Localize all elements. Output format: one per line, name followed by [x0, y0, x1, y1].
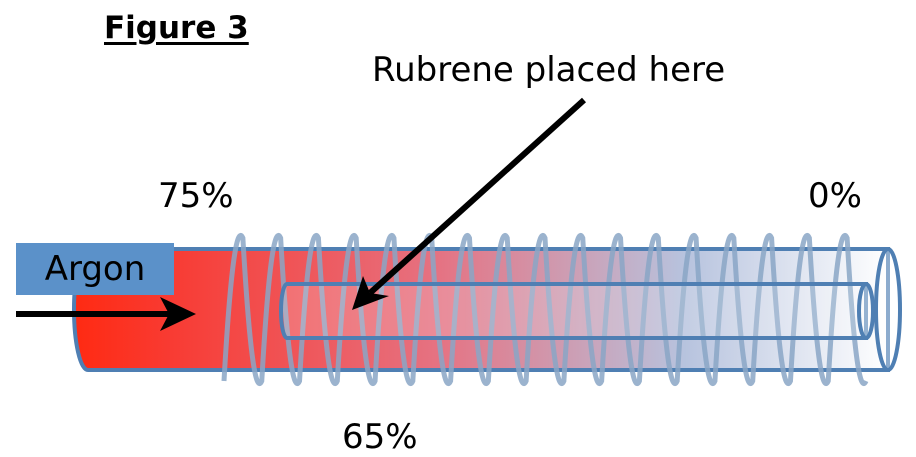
- rubrene-pointer-arrow-shaft: [367, 97, 587, 296]
- outer-tube-end: [874, 247, 902, 372]
- figure-title: Figure 3: [104, 10, 249, 46]
- percent-label-bottom: 65%: [342, 417, 418, 457]
- coil-winding: [221, 233, 869, 386]
- argon-flow-arrow-head: [160, 297, 196, 331]
- percent-label-left: 75%: [158, 176, 234, 216]
- rubrene-pointer-arrow-head: [352, 276, 389, 310]
- inner-tube-end: [857, 282, 875, 340]
- heating-coil: [221, 233, 869, 386]
- argon-label: Argon: [44, 249, 146, 289]
- rubrene-placement-label: Rubrene placed here: [372, 50, 726, 90]
- inner-tube: [279, 282, 868, 340]
- percent-label-right: 0%: [808, 176, 862, 216]
- argon-label-box: Argon: [16, 243, 174, 295]
